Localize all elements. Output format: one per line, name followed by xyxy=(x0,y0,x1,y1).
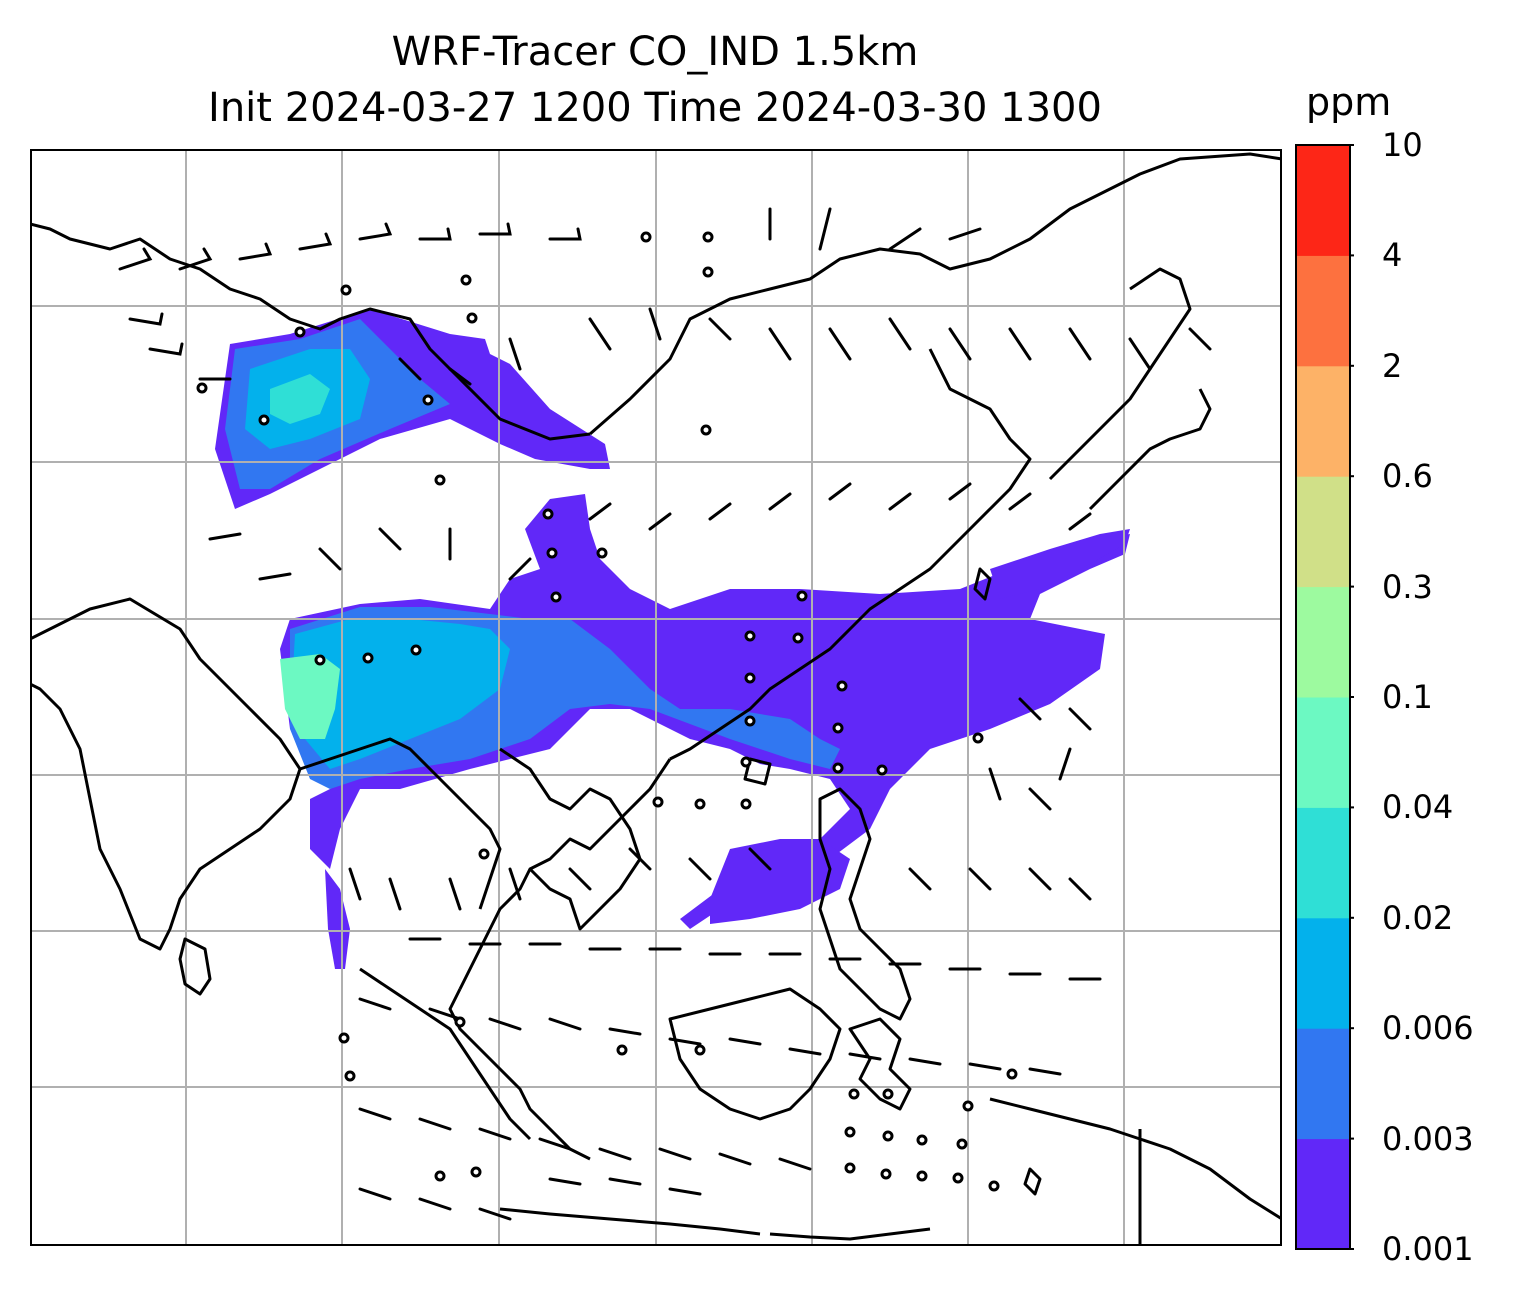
colorbar xyxy=(1295,144,1354,1250)
gridlines xyxy=(30,149,1282,1246)
calm-markers xyxy=(196,231,1018,1192)
colorbar-segment xyxy=(1296,1028,1350,1140)
tracer-field xyxy=(215,309,1130,969)
colorbar-segment xyxy=(1296,807,1350,919)
coastlines xyxy=(30,152,1282,1246)
map-title-line1: WRF-Tracer CO_IND 1.5km xyxy=(391,29,919,75)
colorbar-segment xyxy=(1296,255,1350,367)
map-panel xyxy=(30,149,1282,1246)
colorbar-tick-label: 0.003 xyxy=(1382,1119,1474,1158)
colorbar-segment xyxy=(1296,365,1350,477)
colorbar-tick-label: 0.006 xyxy=(1382,1009,1474,1048)
map-frame xyxy=(30,149,1282,1246)
colorbar-segment xyxy=(1296,586,1350,698)
colorbar-segment xyxy=(1296,917,1350,1029)
wind-barbs xyxy=(118,207,1212,1221)
tracer-plume-central-core xyxy=(292,619,510,769)
tracer-plume-east xyxy=(990,529,1130,599)
colorbar-tick-label: 10 xyxy=(1382,126,1423,164)
tracer-plume-south xyxy=(710,839,850,924)
map-title-line2: Init 2024-03-27 1200 Time 2024-03-30 130… xyxy=(208,85,1102,131)
colorbar-tick-label: 4 xyxy=(1382,236,1403,275)
colorbar-segment xyxy=(1296,476,1350,588)
colorbar-tick-label: 0.001 xyxy=(1382,1230,1474,1268)
colorbar-unit: ppm xyxy=(1306,80,1392,124)
colorbar-tick-label: 2 xyxy=(1382,346,1403,385)
colorbar-tick-label: 0.04 xyxy=(1382,788,1454,827)
tracer-plume-nw-peak xyxy=(270,374,330,424)
tracer-plume-central-peak xyxy=(280,654,340,739)
tracer-streak-south xyxy=(325,869,350,969)
colorbar-tick-label: 0.3 xyxy=(1382,567,1433,606)
colorbar-tick-label: 0.1 xyxy=(1382,678,1433,716)
colorbar-segment xyxy=(1296,1138,1350,1250)
colorbar-tick-label: 0.6 xyxy=(1382,457,1433,496)
colorbar-segment xyxy=(1296,145,1350,256)
colorbar-tick-label: 0.02 xyxy=(1382,898,1454,937)
colorbar-segment xyxy=(1296,697,1350,808)
